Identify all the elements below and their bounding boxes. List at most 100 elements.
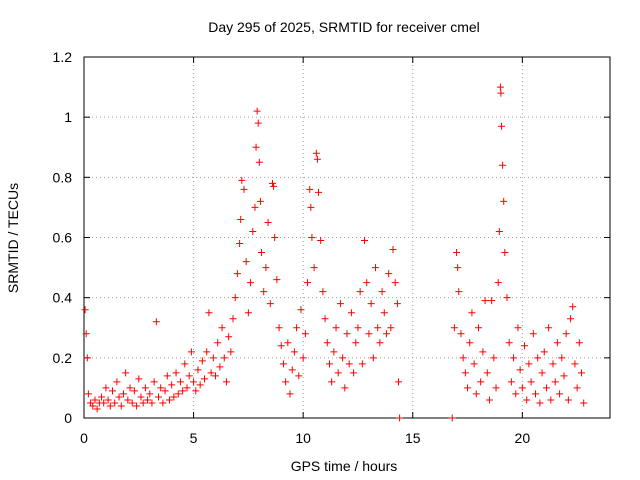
data-point bbox=[380, 309, 388, 317]
data-point bbox=[187, 348, 195, 356]
data-point bbox=[492, 384, 500, 392]
data-point bbox=[201, 375, 209, 383]
data-point bbox=[580, 399, 588, 407]
data-point bbox=[93, 405, 101, 413]
data-point bbox=[354, 324, 362, 332]
data-point bbox=[301, 330, 309, 338]
data-point bbox=[247, 279, 255, 287]
data-point bbox=[98, 393, 106, 401]
data-point bbox=[139, 399, 147, 407]
data-point bbox=[330, 348, 338, 356]
data-point bbox=[273, 276, 281, 284]
data-point bbox=[244, 309, 252, 317]
data-point bbox=[477, 378, 485, 386]
data-point bbox=[157, 384, 165, 392]
data-point bbox=[233, 270, 241, 278]
data-point bbox=[218, 324, 226, 332]
data-point bbox=[119, 390, 127, 398]
data-point bbox=[472, 390, 480, 398]
data-point bbox=[485, 396, 493, 404]
data-point bbox=[363, 279, 371, 287]
data-point bbox=[551, 378, 559, 386]
y-tick-label: 1 bbox=[64, 109, 72, 125]
data-point bbox=[198, 357, 206, 365]
data-point bbox=[111, 399, 119, 407]
data-point bbox=[450, 324, 458, 332]
data-point bbox=[214, 339, 222, 347]
data-point bbox=[126, 384, 134, 392]
data-point bbox=[104, 396, 112, 404]
data-point bbox=[288, 366, 296, 374]
data-point bbox=[271, 234, 279, 241]
data-point bbox=[507, 378, 515, 386]
data-point bbox=[89, 402, 97, 410]
data-point bbox=[466, 339, 474, 347]
data-point bbox=[325, 360, 333, 368]
data-point bbox=[518, 384, 526, 392]
data-point bbox=[212, 372, 219, 380]
y-axis-label: SRMTID / TECUs bbox=[5, 183, 21, 293]
data-point bbox=[312, 149, 320, 157]
data-point bbox=[194, 366, 202, 374]
data-point bbox=[516, 366, 524, 374]
data-point bbox=[262, 264, 270, 272]
data-point bbox=[183, 384, 191, 392]
data-point bbox=[293, 324, 301, 332]
data-point bbox=[514, 324, 522, 332]
y-tick-label: 0.2 bbox=[53, 350, 73, 366]
data-point bbox=[501, 249, 509, 257]
data-point bbox=[220, 354, 228, 362]
y-tick-label: 0.6 bbox=[53, 230, 73, 246]
data-point bbox=[382, 330, 390, 338]
data-point bbox=[128, 399, 136, 407]
data-point bbox=[81, 306, 89, 314]
data-point bbox=[470, 360, 478, 368]
data-point bbox=[321, 315, 329, 323]
data-point bbox=[558, 354, 566, 362]
x-tick-label: 20 bbox=[515, 430, 531, 446]
data-point bbox=[238, 176, 246, 184]
data-point bbox=[284, 339, 292, 347]
data-point bbox=[108, 387, 116, 395]
data-point bbox=[475, 324, 482, 332]
data-point bbox=[165, 396, 173, 404]
data-point bbox=[358, 360, 366, 368]
data-point bbox=[457, 330, 465, 338]
data-point bbox=[236, 240, 244, 248]
data-point bbox=[396, 414, 404, 422]
data-point bbox=[538, 369, 546, 377]
x-tick-label: 5 bbox=[190, 430, 198, 446]
data-point bbox=[137, 393, 145, 401]
data-point bbox=[336, 300, 344, 308]
data-point bbox=[306, 185, 314, 193]
data-point bbox=[521, 342, 529, 350]
data-point bbox=[179, 387, 187, 395]
x-tick-label: 10 bbox=[295, 430, 311, 446]
data-point bbox=[549, 360, 557, 368]
data-point bbox=[527, 378, 535, 386]
data-point bbox=[82, 330, 90, 338]
data-point bbox=[391, 279, 399, 287]
data-point bbox=[159, 399, 167, 407]
x-tick-label: 0 bbox=[80, 430, 88, 446]
data-point bbox=[389, 246, 397, 254]
data-point bbox=[282, 378, 290, 386]
data-point bbox=[495, 227, 503, 235]
data-point bbox=[203, 348, 211, 356]
data-point bbox=[479, 348, 487, 356]
data-point bbox=[275, 324, 283, 332]
data-point bbox=[122, 369, 130, 377]
data-point bbox=[286, 390, 294, 398]
data-point bbox=[571, 360, 579, 368]
data-point bbox=[395, 378, 403, 386]
data-point bbox=[264, 218, 272, 226]
data-point bbox=[488, 297, 496, 305]
data-point bbox=[256, 197, 264, 205]
data-point bbox=[564, 396, 572, 404]
data-point bbox=[216, 363, 224, 371]
data-point bbox=[229, 315, 237, 323]
data-point bbox=[512, 390, 520, 398]
axis-ticks: 0 0.2 0.4 0.6 0.8 1 1.2 0 5 10 15 20 bbox=[53, 49, 610, 446]
y-tick-label: 0.8 bbox=[53, 169, 73, 185]
